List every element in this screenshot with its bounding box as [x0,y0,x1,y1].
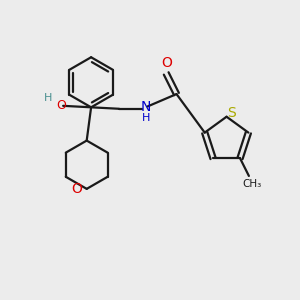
Text: H: H [141,112,150,123]
Text: O: O [161,56,172,70]
Text: S: S [227,106,236,120]
Text: O: O [71,182,82,196]
Text: H: H [44,94,52,103]
Text: N: N [140,100,151,114]
Text: O: O [57,99,67,112]
Text: CH₃: CH₃ [242,179,262,190]
